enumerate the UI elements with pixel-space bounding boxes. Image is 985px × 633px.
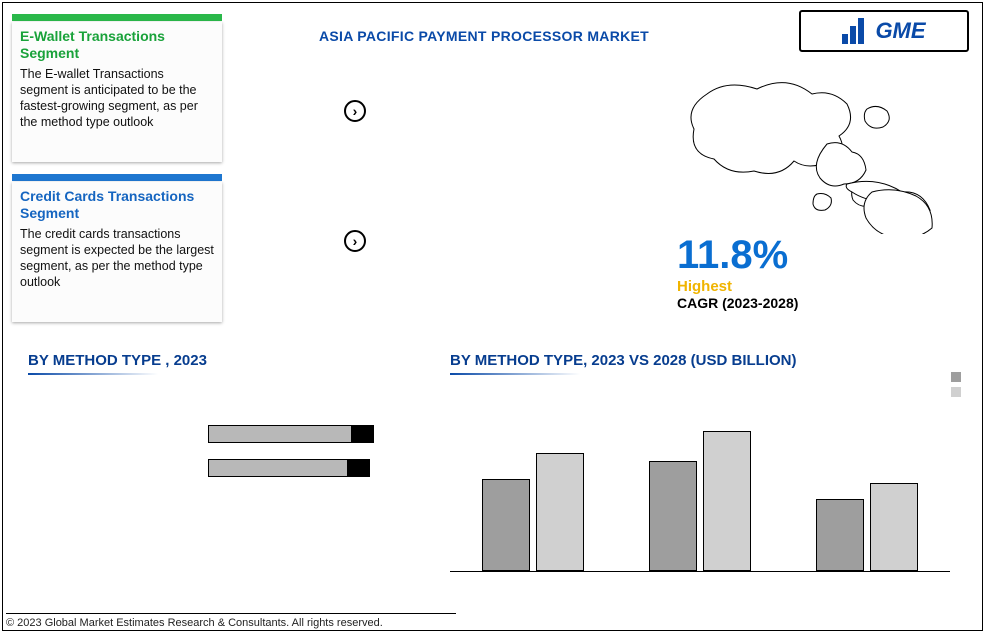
segment-title: Credit Cards Transactions Segment <box>20 188 214 222</box>
bar-group <box>482 453 584 571</box>
logo-bars-icon <box>842 18 870 44</box>
bar-2028 <box>536 453 584 571</box>
segment-body: The credit cards transactions segment is… <box>20 226 214 291</box>
hbar-cap <box>352 425 374 443</box>
bottom-region: BY METHOD TYPE , 2023 BY METHOD TYPE, 20… <box>4 346 981 606</box>
segment-body: The E-wallet Transactions segment is ant… <box>20 66 214 131</box>
right-chart: BY METHOD TYPE, 2023 VS 2028 (USD BILLIO… <box>450 352 970 592</box>
hbar-fill <box>208 459 348 477</box>
cagr-highest-label: Highest <box>677 278 967 295</box>
cagr-range-label: CAGR (2023-2028) <box>677 295 967 311</box>
group-bar-area <box>450 402 950 572</box>
bar-group <box>649 431 751 571</box>
logo-text: GME <box>875 18 925 44</box>
bar-2023 <box>482 479 530 571</box>
top-region: E-Wallet Transactions Segment The E-wall… <box>4 4 981 344</box>
segment-bar-green <box>12 14 222 21</box>
right-chart-title: BY METHOD TYPE, 2023 VS 2028 (USD BILLIO… <box>450 352 970 369</box>
left-chart-title: BY METHOD TYPE , 2023 <box>28 352 428 369</box>
bar-2023 <box>649 461 697 571</box>
cagr-value: 11.8% <box>677 233 967 278</box>
segment-bar-blue <box>12 174 222 181</box>
hbar-row <box>208 425 428 443</box>
segment-box-creditcards: Credit Cards Transactions Segment The cr… <box>12 182 222 322</box>
bar-2028 <box>703 431 751 571</box>
arrow-right-icon: › <box>344 100 366 122</box>
arrow-glyph: › <box>353 103 358 119</box>
segment-box-ewallet: E-Wallet Transactions Segment The E-wall… <box>12 22 222 162</box>
chart-legend <box>951 372 964 399</box>
title-underline <box>450 373 580 375</box>
bar-2023 <box>816 499 864 571</box>
cagr-block: 11.8% Highest CAGR (2023-2028) <box>667 74 967 334</box>
segment-title: E-Wallet Transactions Segment <box>20 28 214 62</box>
hbar-cap <box>348 459 370 477</box>
bar-2028 <box>870 483 918 571</box>
bar-group <box>816 483 918 571</box>
arrow-glyph: › <box>353 233 358 249</box>
copyright-footer: © 2023 Global Market Estimates Research … <box>6 617 383 629</box>
asia-pacific-map-icon <box>667 74 967 234</box>
page-title: ASIA PACIFIC PAYMENT PROCESSOR MARKET <box>264 28 704 44</box>
legend-item <box>951 387 964 399</box>
gme-logo: GME <box>799 10 969 52</box>
hbar-area <box>208 425 428 477</box>
legend-item <box>951 372 964 384</box>
title-underline <box>28 373 158 375</box>
arrow-right-icon: › <box>344 230 366 252</box>
left-chart: BY METHOD TYPE , 2023 <box>28 352 428 592</box>
hbar-row <box>208 459 428 477</box>
hbar-fill <box>208 425 352 443</box>
